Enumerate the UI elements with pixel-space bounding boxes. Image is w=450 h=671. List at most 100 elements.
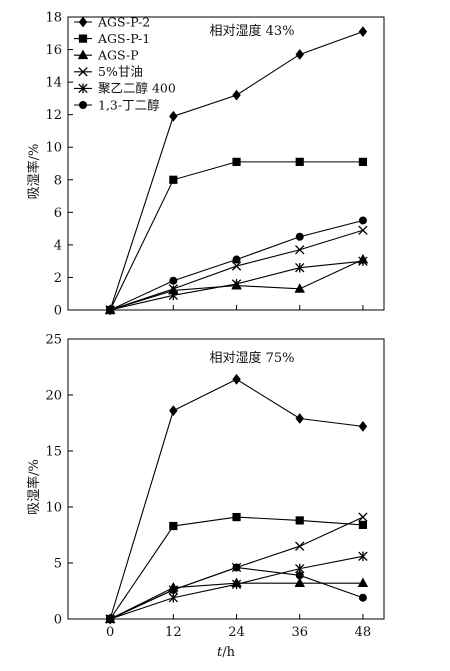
legend-item: 5%甘油 xyxy=(74,64,143,79)
y-tick-label: 2 xyxy=(54,271,62,286)
data-point xyxy=(169,405,178,417)
humidity-annotation: 相对湿度 75% xyxy=(209,350,294,366)
humidity-annotation: 相对湿度 43% xyxy=(209,23,294,39)
y-axis-label: 吸湿率/% xyxy=(26,459,42,515)
y-tick-label: 8 xyxy=(54,173,62,188)
plot-frame xyxy=(67,338,385,620)
legend-label: 1,3-丁二醇 xyxy=(98,97,160,112)
legend-marker xyxy=(78,83,88,94)
data-point xyxy=(231,579,242,590)
legend-item: AGS-P-2 xyxy=(74,14,150,29)
x-tick-label: 48 xyxy=(355,625,372,640)
x-tick-label: 0 xyxy=(106,625,114,640)
data-point xyxy=(295,516,304,525)
data-point xyxy=(232,563,241,572)
data-point xyxy=(295,49,304,60)
y-tick-label: 12 xyxy=(45,108,62,123)
data-point xyxy=(106,306,115,314)
legend-marker xyxy=(77,49,89,60)
data-point xyxy=(169,175,178,184)
legend-label: AGS-P-2 xyxy=(97,14,150,29)
legend-label: AGS-P xyxy=(97,48,139,63)
data-point xyxy=(231,261,242,271)
data-point xyxy=(232,512,241,522)
series-line xyxy=(109,31,364,311)
data-point xyxy=(358,216,367,225)
series-square xyxy=(106,157,368,315)
data-point xyxy=(358,225,368,235)
y-axis-label: 吸湿率/% xyxy=(26,144,42,200)
series-x xyxy=(105,225,368,315)
series-star xyxy=(105,551,368,624)
data-point xyxy=(169,110,178,122)
data-point xyxy=(169,585,178,594)
data-point xyxy=(232,157,241,166)
y-tick-label: 15 xyxy=(45,445,62,460)
data-point xyxy=(358,26,368,38)
data-point xyxy=(168,290,178,301)
x-tick-label: 12 xyxy=(165,625,182,640)
x-tick-label: 24 xyxy=(228,625,245,640)
series-circle xyxy=(106,216,367,314)
x-tick-label: 36 xyxy=(291,625,308,640)
series-diamond xyxy=(105,373,368,625)
legend-item: AGS-P-1 xyxy=(74,31,150,46)
panel-rh-75: 0 5 10 15 20 25 0 12 24 36 48 吸湿率/% 相对湿度 75% t/h xyxy=(26,333,385,660)
series-diamond xyxy=(105,26,368,316)
data-point xyxy=(294,283,305,293)
y-tick-label: 20 xyxy=(45,389,62,404)
data-point xyxy=(358,256,368,266)
data-point xyxy=(295,413,304,424)
legend-item: 1,3-丁二醇 xyxy=(74,97,160,112)
series-circle xyxy=(106,563,367,623)
data-point xyxy=(357,577,369,588)
data-point xyxy=(295,571,304,580)
data-point xyxy=(295,157,304,166)
legend-marker xyxy=(79,101,87,109)
y-tick-label: 6 xyxy=(54,206,62,221)
y-tick-label: 5 xyxy=(54,557,62,572)
data-point xyxy=(295,232,304,241)
legend-label: 5%甘油 xyxy=(98,64,143,79)
x-axis-label: t/h xyxy=(217,645,236,660)
panel-rh-43: 0 2 4 6 8 10 12 14 16 18 吸湿率/% 相对湿度 43% xyxy=(26,11,385,319)
y-tick-label: 10 xyxy=(45,501,62,516)
data-point xyxy=(358,420,368,432)
legend-label: AGS-P-1 xyxy=(97,31,150,46)
data-point xyxy=(232,373,241,385)
data-point xyxy=(358,593,367,602)
data-point xyxy=(169,276,178,285)
data-point xyxy=(294,577,305,588)
data-point xyxy=(358,551,368,562)
legend-item: 聚乙二醇 400 xyxy=(74,81,176,96)
legend-item: AGS-P xyxy=(74,48,139,63)
data-point xyxy=(358,520,368,530)
series-line xyxy=(109,566,364,620)
y-tick-label: 16 xyxy=(45,43,62,58)
legend-marker xyxy=(78,34,88,43)
data-point xyxy=(358,157,368,166)
data-point xyxy=(168,592,178,603)
y-tick-label: 14 xyxy=(45,76,62,91)
data-point xyxy=(232,255,241,264)
y-tick-label: 4 xyxy=(54,238,62,253)
data-point xyxy=(232,89,241,101)
data-point xyxy=(358,512,368,522)
plot-frame xyxy=(67,16,385,311)
y-tick-label: 25 xyxy=(45,333,62,348)
data-point xyxy=(295,262,305,273)
data-point xyxy=(295,541,305,551)
data-point xyxy=(106,615,115,623)
data-point xyxy=(295,245,305,255)
y-tick-label: 10 xyxy=(45,141,62,156)
y-tick-label: 0 xyxy=(54,304,62,319)
y-tick-label: 0 xyxy=(54,613,62,628)
y-tick-label: 18 xyxy=(45,11,62,26)
legend-marker xyxy=(78,16,88,28)
legend-marker xyxy=(78,67,88,77)
legend-label: 聚乙二醇 400 xyxy=(98,81,176,96)
data-point xyxy=(231,279,242,289)
data-point xyxy=(169,521,178,531)
